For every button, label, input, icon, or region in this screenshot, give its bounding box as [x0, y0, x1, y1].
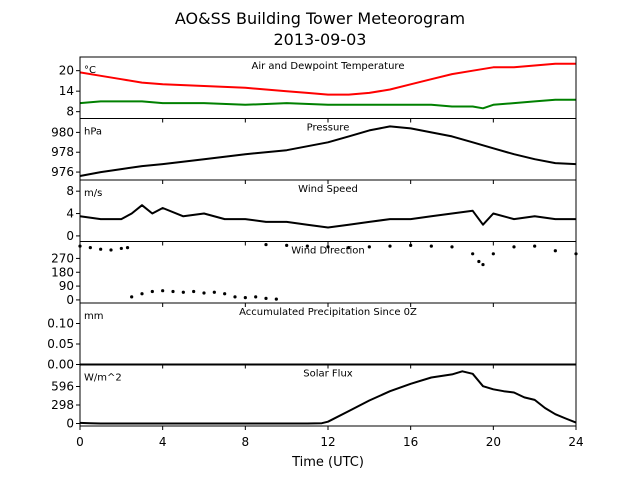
panel-title: Solar Flux: [303, 369, 353, 380]
x-tick-label: 24: [568, 435, 583, 449]
data-point: [450, 245, 454, 249]
panel-title: Wind Direction: [291, 246, 365, 257]
data-point: [161, 289, 165, 293]
x-tick-label: 4: [159, 435, 167, 449]
panel-5: 0.00 0.05 0.10 Accumulated Precipitation Si…: [47, 302, 577, 372]
y-tick-label: 4: [66, 207, 74, 221]
data-point: [264, 296, 268, 300]
x-axis: 0 4 8 12 16 20 24: [76, 435, 583, 449]
x-tick-label: 0: [76, 435, 84, 449]
panel-3: 0 4 8 Wind Speed m/s: [66, 179, 577, 246]
data-point: [254, 295, 258, 299]
data-point: [477, 259, 481, 264]
y-tick-label: 0.05: [47, 337, 74, 351]
data-point: [125, 246, 130, 250]
data-point: [305, 244, 309, 248]
data-point: [274, 297, 278, 301]
series-line-2: [79, 98, 576, 110]
data-point: [181, 290, 185, 294]
panel-title: Wind Speed: [298, 184, 358, 195]
data-point: [264, 242, 268, 247]
y-tick-label: 14: [59, 84, 74, 98]
x-tick-label: 16: [403, 435, 418, 449]
x-axis-label: Time (UTC): [291, 455, 364, 470]
data-point: [553, 249, 557, 253]
y-tick-label: 976: [51, 165, 74, 179]
data-point: [150, 289, 154, 294]
y-tick-label: 20: [59, 64, 74, 78]
data-point: [223, 292, 227, 296]
data-point: [285, 243, 289, 247]
data-point: [119, 246, 123, 251]
panel-unit: mm: [84, 311, 103, 322]
data-point: [88, 246, 92, 250]
data-point: [481, 262, 485, 267]
data-point: [130, 295, 134, 299]
y-tick-label: 298: [51, 398, 74, 412]
data-point: [109, 248, 113, 252]
data-point: [192, 289, 196, 294]
panel-title: Accumulated Precipitation Since 0Z: [239, 307, 417, 318]
y-tick-label: 0: [66, 229, 74, 243]
data-point: [512, 245, 516, 249]
y-tick-label: 180: [51, 265, 74, 279]
panel-1: 8 14 20 Air and Dewpoint Temperature °C: [59, 56, 577, 123]
data-point: [233, 295, 237, 299]
data-point: [202, 291, 206, 295]
y-tick-label: 0: [66, 293, 74, 307]
data-point: [533, 244, 537, 248]
data-point: [388, 244, 392, 248]
data-point: [491, 252, 495, 256]
x-tick-label: 20: [486, 435, 501, 449]
data-point: [429, 244, 433, 248]
y-tick-label: 596: [51, 379, 74, 393]
data-point: [171, 289, 175, 294]
y-tick-label: 270: [51, 251, 74, 265]
series-line-1: [79, 62, 576, 96]
y-tick-label: 978: [51, 145, 74, 159]
figure-title-line1: AO&SS Building Tower Meteorogram: [175, 9, 465, 28]
y-tick-label: 980: [51, 125, 74, 139]
panel-unit: hPa: [84, 127, 102, 138]
data-point: [367, 245, 371, 249]
series-line-1: [79, 370, 577, 425]
data-point: [140, 292, 144, 296]
panel-unit: m/s: [84, 188, 102, 199]
y-tick-label: 0.10: [47, 317, 74, 331]
y-tick-label: 8: [66, 184, 74, 198]
panel-unit: W/m^2: [84, 373, 122, 384]
series-line-1: [79, 125, 577, 177]
data-point: [471, 252, 475, 256]
panel-title: Pressure: [307, 123, 350, 134]
panel-unit: °C: [84, 65, 96, 76]
panel-6: 0 298 596 Solar Flux W/m^2: [51, 364, 577, 431]
series-line-1: [79, 204, 576, 229]
data-point: [212, 290, 216, 294]
data-point: [99, 247, 103, 251]
x-tick-label: 8: [242, 435, 250, 449]
y-tick-label: 0: [66, 417, 74, 431]
data-point: [347, 246, 351, 250]
panel-title: Air and Dewpoint Temperature: [252, 61, 405, 72]
data-point: [243, 296, 247, 300]
y-tick-label: 90: [59, 279, 74, 293]
figure-title-line2: 2013-09-03: [274, 30, 367, 49]
data-point: [409, 243, 413, 247]
x-tick-label: 12: [320, 435, 335, 449]
y-tick-label: 8: [66, 105, 74, 119]
y-tick-label: 0.00: [47, 358, 74, 372]
panel-2: 976 978 980 Pressure hPa: [51, 118, 577, 184]
data-point: [326, 245, 330, 249]
